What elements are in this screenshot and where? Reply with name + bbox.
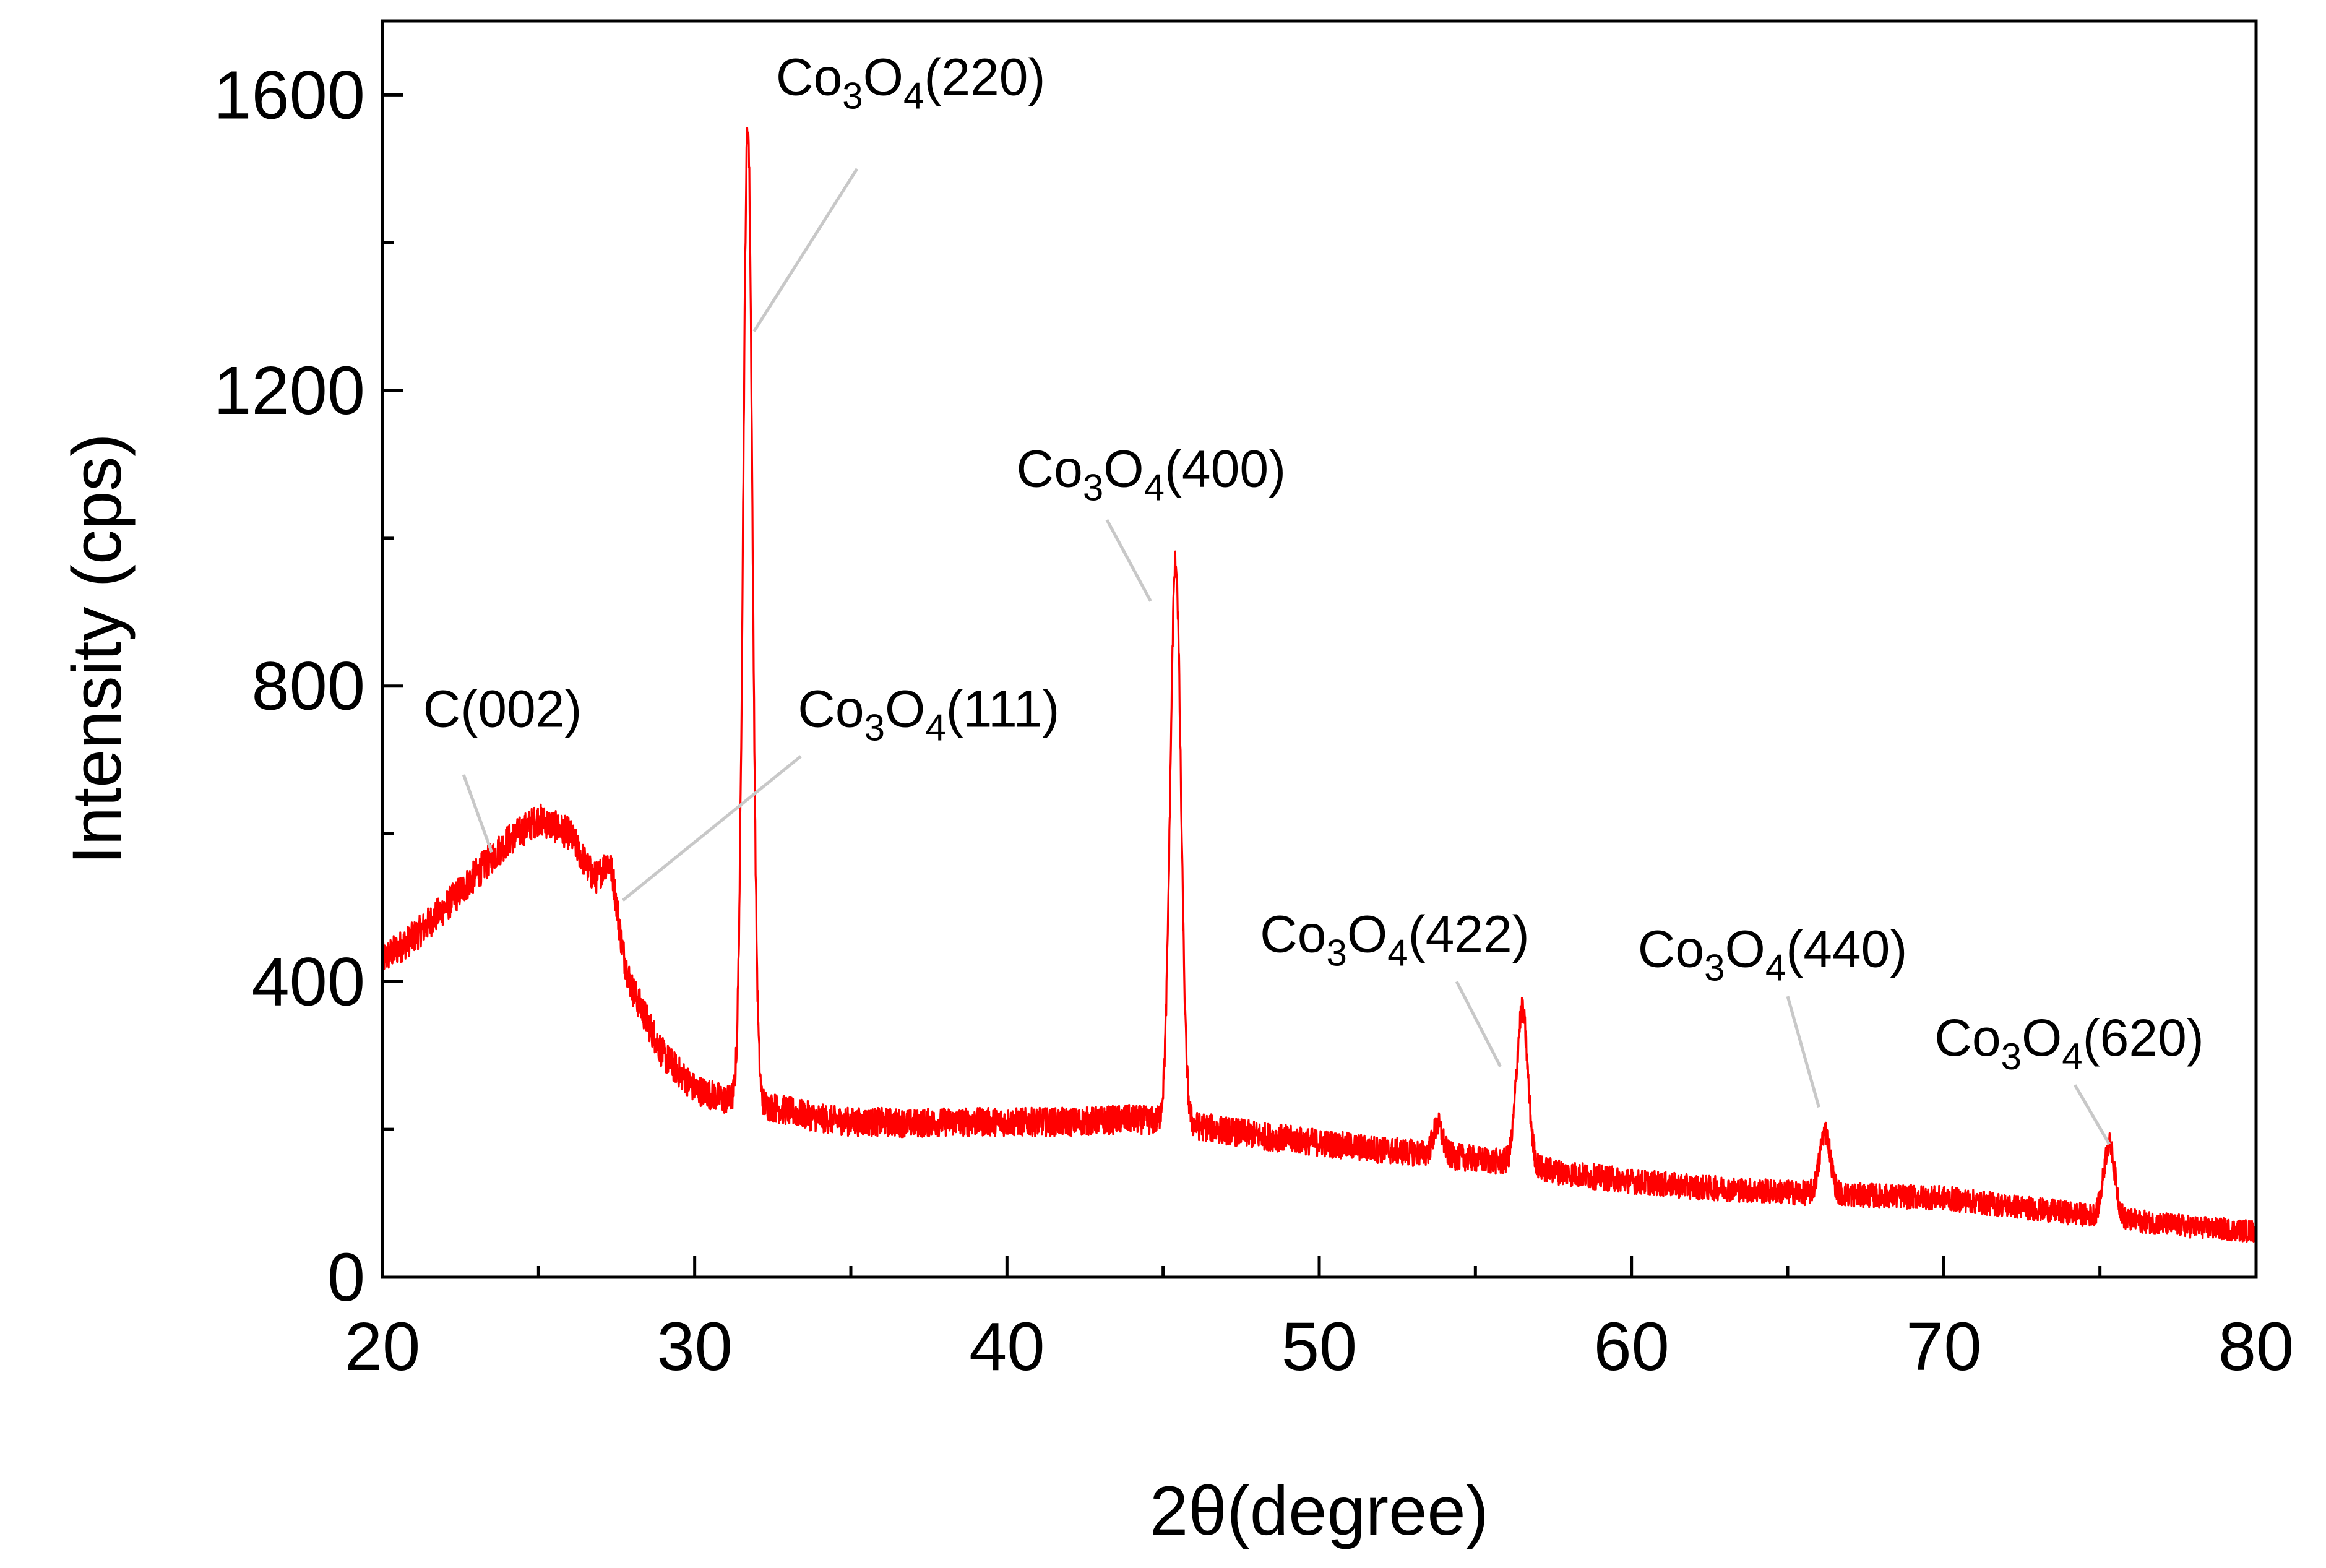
x-tick-label: 50 xyxy=(1281,1309,1357,1385)
plot-frame xyxy=(381,19,2258,1279)
x-tick-label: 30 xyxy=(657,1309,732,1385)
leader-line-c002 xyxy=(462,774,493,853)
peak-annotations: C(002) Co3O4(111) Co3O4(220) Co3O4(400) Co3O… xyxy=(423,48,2204,1145)
leader-line-co3o4-620 xyxy=(2074,1084,2111,1145)
peak-label-co3o4-440: Co3O4(440) xyxy=(1638,920,1908,988)
x-axis-title: 2θ(degree) xyxy=(1150,1472,1489,1549)
y-tick-label: 800 xyxy=(251,648,365,725)
y-tick-label: 400 xyxy=(251,944,365,1020)
peak-label-co3o4-111: Co3O4(111) xyxy=(798,679,1059,748)
x-tick-label: 20 xyxy=(345,1309,420,1385)
y-tick-label: 0 xyxy=(327,1239,365,1316)
x-tick-label: 70 xyxy=(1906,1309,1981,1385)
peak-label-co3o4-400: Co3O4(400) xyxy=(1016,439,1286,508)
leader-line-co3o4-220 xyxy=(752,168,859,332)
plot-area xyxy=(381,127,2257,1243)
x-tick-label: 40 xyxy=(969,1309,1045,1385)
peak-label-co3o4-620: Co3O4(620) xyxy=(1934,1009,2204,1077)
leader-line-co3o4-400 xyxy=(1105,519,1152,602)
x-tick-label: 60 xyxy=(1593,1309,1669,1385)
y-axis-title: Intensity (cps) xyxy=(58,433,136,864)
y-tick-label: 1600 xyxy=(213,57,365,133)
y-tick-label: 1200 xyxy=(213,353,365,429)
xrd-series-line xyxy=(381,127,2257,1243)
leader-line-co3o4-422 xyxy=(1455,981,1502,1067)
leader-line-co3o4-111 xyxy=(622,755,802,902)
x-tick-label: 80 xyxy=(2218,1309,2294,1385)
peak-label-c002: C(002) xyxy=(423,679,582,738)
peak-label-co3o4-422: Co3O4(422) xyxy=(1260,905,1530,974)
leader-line-co3o4-440 xyxy=(1786,996,1820,1108)
peak-label-co3o4-220: Co3O4(220) xyxy=(776,48,1046,116)
